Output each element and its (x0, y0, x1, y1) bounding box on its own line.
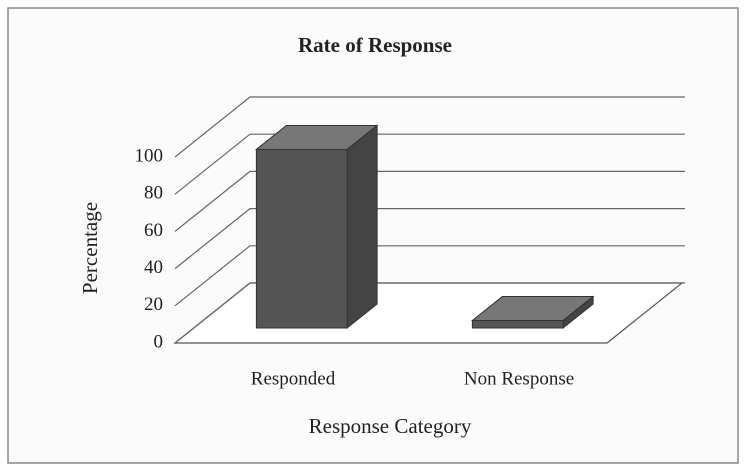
y-tick-label: 80 (144, 183, 163, 204)
y-tick-label: 100 (135, 145, 164, 166)
y-tick-label: 0 (154, 331, 164, 352)
grid-line (174, 245, 685, 307)
chart-title: Rate of Response (298, 33, 452, 57)
y-tick-label: 40 (144, 257, 163, 278)
grid-line (174, 208, 685, 270)
grid-line (174, 133, 685, 195)
y-tick-label: 20 (144, 294, 163, 315)
grid-line (174, 96, 685, 158)
x-tick-label: Responded (251, 368, 336, 389)
y-axis-title: Percentage (78, 202, 102, 294)
grid-line (174, 170, 685, 232)
bar (471, 320, 564, 329)
bar-side (346, 124, 378, 330)
bar (255, 148, 348, 329)
grid-line (174, 282, 685, 344)
floor (173, 282, 684, 344)
y-tick-label: 60 (144, 220, 163, 241)
x-tick-label: Non Response (464, 368, 574, 389)
x-axis-title: Response Category (309, 414, 472, 438)
